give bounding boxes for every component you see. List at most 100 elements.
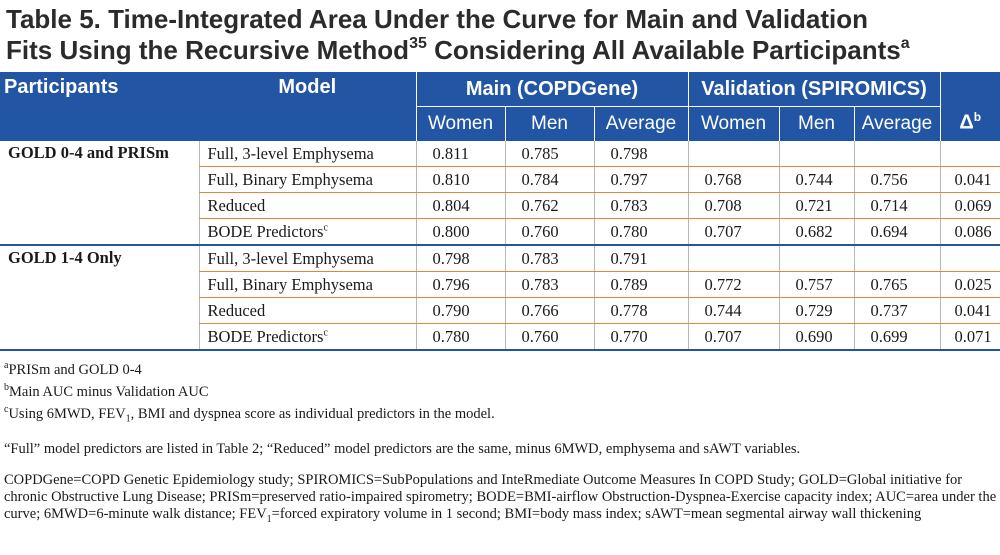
header-validation-women: Women	[687, 106, 779, 141]
model-cell: Full, 3-level Emphysema	[198, 141, 416, 167]
table-row: BODE Predictorsc 0.780 0.760 0.770 0.707 0.69…	[0, 323, 1000, 351]
participant-group-label: GOLD 0-4 and PRISm	[0, 141, 199, 246]
delta-footnote-mark: b	[973, 110, 982, 125]
main-average-cell: 0.797	[593, 166, 688, 193]
footnote-subscript: 1	[125, 413, 131, 425]
footnote-text: Main AUC minus Validation AUC	[9, 383, 209, 400]
model-cell: BODE Predictorsc	[198, 323, 416, 351]
main-men-cell: 0.760	[504, 218, 594, 246]
table-row: GOLD 1-4 Only Full, 3-level Emphysema 0.79…	[0, 245, 1000, 351]
delta-cell: 0.086	[939, 218, 1000, 246]
main-men-cell: 0.766	[504, 297, 594, 324]
header-main-men: Men	[504, 106, 594, 141]
model-label: Reduced	[207, 195, 266, 215]
header-participants: Participants	[0, 72, 199, 141]
footnote-mark: a	[4, 360, 9, 371]
table-title: Table 5. Time-Integrated Area Under the …	[6, 4, 1000, 66]
header-validation-group: Validation (SPIROMICS)	[687, 72, 941, 107]
validation-women-cell: 0.707	[687, 218, 779, 246]
validation-women-cell	[687, 245, 779, 272]
model-footnote-mark: c	[323, 222, 328, 233]
model-label: Full, 3-level Emphysema	[207, 143, 374, 163]
title-line-1: Table 5. Time-Integrated Area Under the …	[6, 4, 869, 34]
delta-cell	[939, 141, 1000, 167]
title-line-2: Fits Using the Recursive Method35 Consid…	[6, 35, 1000, 66]
delta-cell: 0.069	[939, 192, 1000, 219]
main-men-cell: 0.783	[504, 245, 594, 272]
main-average-cell: 0.778	[593, 297, 688, 324]
validation-men-cell: 0.682	[778, 218, 854, 246]
validation-average-cell: 0.694	[853, 218, 941, 246]
abbreviations-text: COPDGene=COPD Genetic Epidemiology study…	[4, 472, 997, 523]
validation-women-cell: 0.768	[687, 166, 779, 193]
delta-cell: 0.025	[939, 271, 1000, 298]
validation-average-cell	[853, 141, 941, 167]
model-cell: Full, Binary Emphysema	[198, 271, 416, 298]
header-validation-average: Average	[853, 106, 941, 141]
title-text-end: Considering All Available Participants	[426, 35, 901, 65]
header-main-women: Women	[415, 106, 505, 141]
main-women-cell: 0.811	[415, 141, 505, 167]
main-average-cell: 0.770	[593, 323, 688, 351]
header-model: Model	[199, 72, 416, 141]
abbreviations-subscript: 1	[266, 514, 272, 526]
footnote-b: bMain AUC minus Validation AUC	[4, 379, 1000, 401]
main-women-cell: 0.800	[415, 218, 505, 246]
delta-cell	[939, 245, 1000, 272]
validation-men-cell: 0.744	[778, 166, 854, 193]
model-label: Full, 3-level Emphysema	[207, 248, 374, 268]
table-row: Full, Binary Emphysema 0.796 0.783 0.789 0.7…	[0, 271, 1000, 298]
header-delta: Δb	[939, 72, 1000, 141]
validation-women-cell: 0.707	[687, 323, 779, 351]
table-row: BODE Predictorsc 0.800 0.760 0.780 0.707 0.68…	[0, 218, 1000, 246]
model-label: Reduced	[207, 300, 266, 320]
main-women-cell: 0.804	[415, 192, 505, 219]
main-average-cell: 0.791	[593, 245, 688, 272]
model-label: BODE Predictors	[207, 221, 324, 241]
model-cell: Full, Binary Emphysema	[198, 166, 416, 193]
header-main-group: Main (COPDGene)	[415, 72, 688, 107]
main-men-cell: 0.760	[504, 323, 594, 351]
main-women-cell: 0.810	[415, 166, 505, 193]
model-cell: Reduced	[198, 192, 416, 219]
footnote-a: aPRISm and GOLD 0-4	[4, 357, 1000, 379]
footnote-text: PRISm and GOLD 0-4	[8, 361, 142, 378]
main-men-cell: 0.762	[504, 192, 594, 219]
header-validation-men: Men	[778, 106, 854, 141]
table-row: Full, Binary Emphysema 0.810 0.784 0.797 0.7…	[0, 166, 1000, 193]
abbreviations-note: COPDGene=COPD Genetic Epidemiology study…	[4, 472, 1000, 528]
footnote-text-end: , BMI and dyspnea score as individual pr…	[130, 405, 495, 422]
delta-cell: 0.041	[939, 166, 1000, 193]
main-women-cell: 0.798	[415, 245, 505, 272]
validation-men-cell	[778, 245, 854, 272]
validation-average-cell: 0.756	[853, 166, 941, 193]
main-women-cell: 0.796	[415, 271, 505, 298]
validation-average-cell: 0.714	[853, 192, 941, 219]
footnote-mark: b	[4, 381, 9, 393]
abbreviations-text-end: =forced expiratory volume in 1 second; B…	[271, 506, 922, 523]
main-average-cell: 0.783	[593, 192, 688, 219]
footnotes: aPRISm and GOLD 0-4 bMain AUC minus Vali…	[4, 357, 1000, 528]
validation-men-cell: 0.729	[778, 297, 854, 324]
title-footnote-mark: a	[900, 35, 910, 52]
model-label: BODE Predictors	[207, 326, 324, 346]
full-model-note: “Full” model predictors are listed in Ta…	[4, 441, 801, 458]
table-row: Reduced 0.804 0.762 0.783 0.708 0.721 0.714 0.0…	[0, 192, 1000, 219]
validation-men-cell: 0.690	[778, 323, 854, 351]
footnote-text: Using 6MWD, FEV	[8, 405, 126, 422]
participant-group-label: GOLD 1-4 Only	[0, 245, 199, 351]
main-men-cell: 0.784	[504, 166, 594, 193]
model-label: Full, Binary Emphysema	[207, 169, 373, 189]
validation-average-cell: 0.699	[853, 323, 941, 351]
validation-average-cell	[853, 245, 941, 272]
main-men-cell: 0.785	[504, 141, 594, 167]
validation-women-cell: 0.744	[687, 297, 779, 324]
main-average-cell: 0.789	[593, 271, 688, 298]
model-footnote-mark: c	[323, 327, 328, 338]
validation-men-cell: 0.757	[778, 271, 854, 298]
validation-women-cell: 0.772	[687, 271, 779, 298]
main-women-cell: 0.790	[415, 297, 505, 324]
delta-cell: 0.041	[939, 297, 1000, 324]
model-cell: BODE Predictorsc	[198, 218, 416, 246]
table-row: GOLD 0-4 and PRISm Full, 3-level Emphysem…	[0, 141, 1000, 246]
